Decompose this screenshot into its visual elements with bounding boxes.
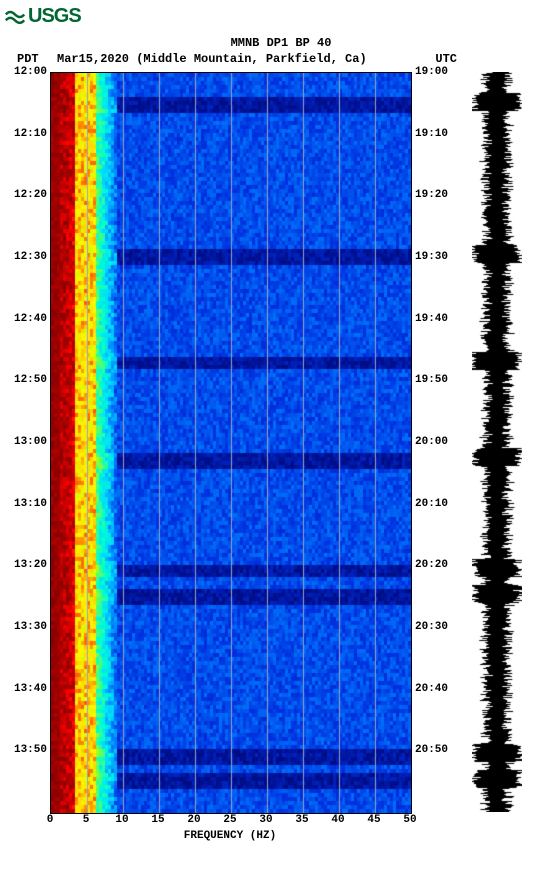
chart-subtitle: PDT Mar15,2020 (Middle Mountain, Parkfie… (17, 52, 552, 66)
wave-icon (5, 7, 25, 27)
y-right-tick: 20:30 (415, 621, 448, 633)
tz-right: UTC (435, 52, 457, 66)
y-right-tick: 20:40 (415, 683, 448, 695)
y-left-tick: 13:00 (14, 436, 47, 448)
y-right-tick: 20:20 (415, 559, 448, 571)
spectrogram-container (50, 72, 412, 814)
y-right-tick: 19:30 (415, 251, 448, 263)
x-axis: 05101520253035404550 (50, 814, 410, 830)
x-tick: 30 (259, 814, 272, 826)
y-axis-right: 19:0019:1019:2019:3019:4019:5020:0020:10… (412, 72, 457, 812)
y-right-tick: 20:00 (415, 436, 448, 448)
usgs-logo: USGS (5, 5, 552, 28)
y-left-tick: 12:00 (14, 66, 47, 78)
waveform (472, 72, 522, 812)
x-tick: 50 (403, 814, 416, 826)
y-right-tick: 19:20 (415, 189, 448, 201)
x-tick: 0 (47, 814, 54, 826)
y-left-tick: 13:40 (14, 683, 47, 695)
x-tick: 10 (115, 814, 128, 826)
y-right-tick: 20:10 (415, 498, 448, 510)
y-left-tick: 12:30 (14, 251, 47, 263)
y-right-tick: 19:10 (415, 128, 448, 140)
spectrogram (50, 72, 412, 814)
logo-text: USGS (28, 5, 81, 28)
x-tick: 35 (295, 814, 308, 826)
y-right-tick: 19:50 (415, 374, 448, 386)
y-left-tick: 12:20 (14, 189, 47, 201)
y-left-tick: 13:20 (14, 559, 47, 571)
y-left-tick: 13:10 (14, 498, 47, 510)
plot-area: 12:0012:1012:2012:3012:4012:5013:0013:10… (5, 72, 552, 814)
x-tick: 15 (151, 814, 164, 826)
y-axis-left: 12:0012:1012:2012:3012:4012:5013:0013:10… (5, 72, 50, 812)
y-left-tick: 12:10 (14, 128, 47, 140)
x-axis-label: FREQUENCY (HZ) (50, 830, 410, 842)
y-left-tick: 12:50 (14, 374, 47, 386)
x-tick: 20 (187, 814, 200, 826)
x-tick: 5 (83, 814, 90, 826)
y-left-tick: 13:50 (14, 744, 47, 756)
y-right-tick: 19:40 (415, 313, 448, 325)
x-tick: 45 (367, 814, 380, 826)
x-tick: 40 (331, 814, 344, 826)
y-right-tick: 19:00 (415, 66, 448, 78)
y-right-tick: 20:50 (415, 744, 448, 756)
chart-title: MMNB DP1 BP 40 (5, 36, 552, 50)
waveform-container (472, 72, 522, 812)
y-left-tick: 13:30 (14, 621, 47, 633)
tz-left: PDT (17, 52, 57, 66)
x-tick: 25 (223, 814, 236, 826)
y-left-tick: 12:40 (14, 313, 47, 325)
date-location: Mar15,2020 (Middle Mountain, Parkfield, … (57, 52, 435, 66)
